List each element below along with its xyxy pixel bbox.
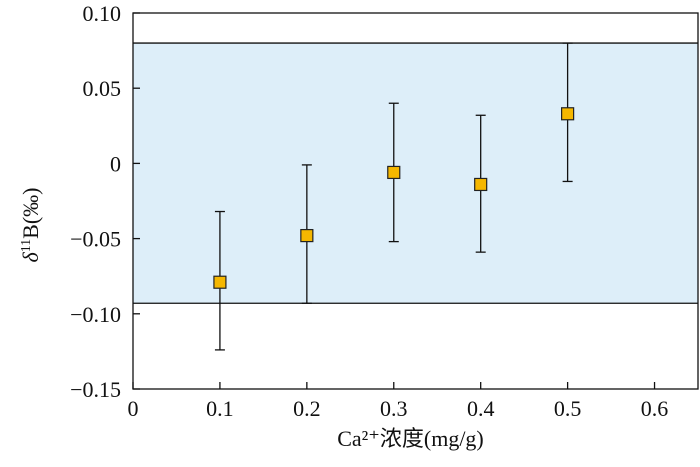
y-tick-label: 0.10: [83, 1, 122, 26]
x-axis-title: Ca²⁺浓度(mg/g): [337, 426, 484, 451]
x-tick-label: 0.1: [206, 396, 234, 421]
square-marker: [214, 276, 226, 288]
y-tick-label: 0.05: [83, 76, 122, 101]
y-axis-title-superscript: 11: [19, 239, 34, 252]
square-marker: [562, 108, 574, 120]
square-marker: [301, 230, 313, 242]
x-tick-label: 0.6: [641, 396, 669, 421]
x-tick-label: 0.2: [293, 396, 321, 421]
y-axis-title-rest: B(‰): [18, 187, 43, 238]
range-band: [133, 43, 698, 303]
x-tick-label: 0.4: [467, 396, 495, 421]
y-tick-label: −0.10: [70, 302, 121, 327]
y-tick-label: −0.15: [70, 377, 121, 402]
x-tick-label: 0: [128, 396, 139, 421]
square-marker: [388, 166, 400, 178]
x-tick-label: 0.5: [554, 396, 582, 421]
y-tick-label: −0.05: [70, 227, 121, 252]
y-tick-label: 0: [110, 151, 121, 176]
square-marker: [475, 178, 487, 190]
x-tick-label: 0.3: [380, 396, 408, 421]
